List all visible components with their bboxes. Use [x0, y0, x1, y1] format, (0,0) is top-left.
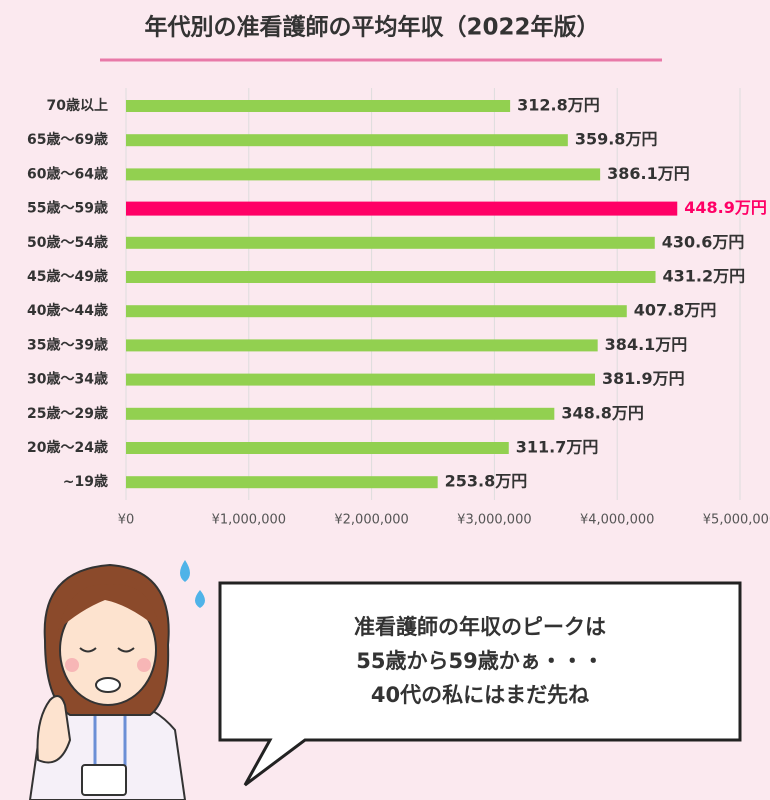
bubble-text: 55歳から59歳かぁ・・・ — [356, 649, 603, 673]
bubble-text: 40代の私にはまだ先ね — [371, 683, 589, 707]
y-tick-label: 50歳～54歳 — [27, 234, 108, 251]
bar — [126, 305, 627, 318]
value-label: 312.8万円 — [517, 96, 600, 115]
bar — [126, 476, 438, 489]
value-label: 359.8万円 — [575, 130, 658, 149]
value-label: 381.9万円 — [602, 369, 685, 388]
x-tick-label: ¥1,000,000 — [212, 513, 286, 528]
y-tick-label: 25歳～29歳 — [27, 405, 108, 422]
bar — [126, 100, 511, 112]
y-tick-label: 30歳～34歳 — [27, 371, 108, 388]
speech-bubble — [218, 581, 742, 787]
x-tick-label: ¥4,000,000 — [580, 513, 654, 528]
bar — [126, 168, 601, 181]
y-tick-label: 65歳～69歳 — [27, 131, 108, 148]
value-label: 384.1万円 — [605, 335, 688, 354]
y-tick-label: 40歳～44歳 — [27, 302, 108, 319]
x-tick-label: ¥2,000,000 — [334, 513, 408, 528]
value-label: 348.8万円 — [561, 403, 644, 422]
y-tick-label: 55歳～59歳 — [27, 200, 108, 217]
x-tick-label: ¥5,000,000 — [703, 513, 770, 528]
y-tick-label: 60歳～64歳 — [27, 165, 108, 182]
value-label: 431.2万円 — [663, 267, 746, 286]
value-label: 407.8万円 — [634, 301, 717, 320]
y-tick-label: 70歳以上 — [47, 97, 108, 114]
bar — [126, 339, 598, 352]
value-label: 253.8万円 — [445, 472, 528, 491]
value-label: 311.7万円 — [516, 438, 599, 457]
bar — [126, 271, 656, 283]
bar — [126, 236, 655, 249]
value-label: 448.9万円 — [684, 198, 767, 217]
chart-title: 年代別の准看護師の平均年収（2022年版） — [144, 14, 599, 41]
y-tick-label: 35歳～39歳 — [27, 336, 108, 353]
bar — [126, 442, 509, 454]
y-tick-label: ~19歳 — [63, 473, 108, 490]
bar — [126, 201, 678, 216]
nurse-illustration — [28, 560, 205, 800]
y-tick-label: 20歳～24歳 — [27, 439, 108, 456]
y-tick-label: 45歳～49歳 — [27, 268, 108, 285]
value-label: 386.1万円 — [607, 164, 690, 183]
value-label: 430.6万円 — [662, 232, 745, 251]
bar — [126, 373, 595, 386]
bar — [126, 407, 555, 420]
x-tick-label: ¥3,000,000 — [457, 513, 531, 528]
chart: ¥0 ¥1,000,000 ¥2,000,000 ¥3,000,000 ¥4,000,0… — [27, 88, 770, 528]
x-tick-label: ¥0 — [118, 513, 135, 528]
bar — [126, 134, 568, 147]
bubble-text: 准看護師の年収のピークは — [354, 615, 606, 639]
